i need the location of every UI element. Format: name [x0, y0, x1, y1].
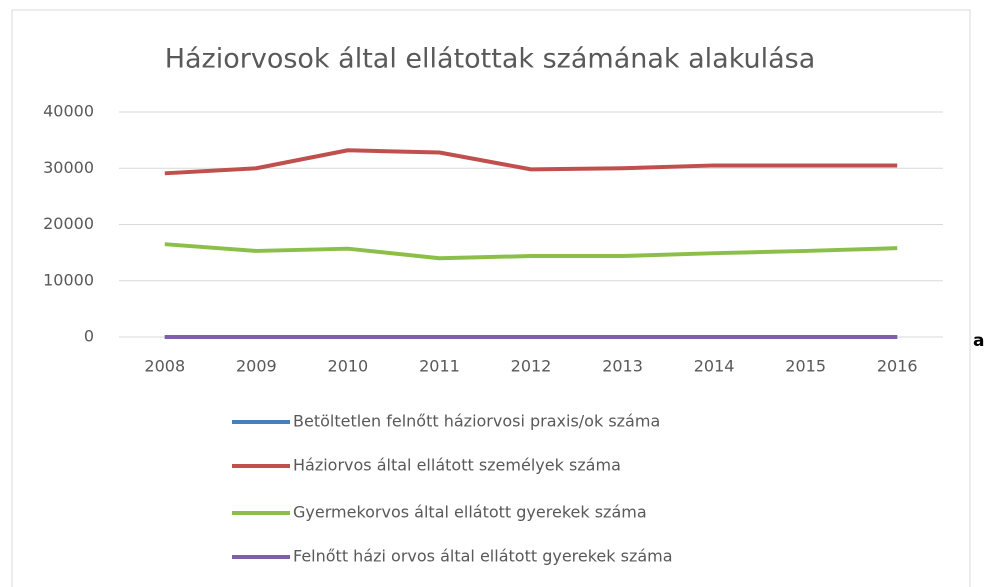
x-tick-label: 2009 — [236, 357, 277, 376]
chart-border — [11, 9, 971, 587]
legend-label: Betöltetlen felnőtt háziorvosi praxis/ok… — [293, 412, 660, 431]
legend-label: Gyermekorvos által ellátott gyerekek szá… — [293, 503, 647, 522]
y-tick-label: 20000 — [43, 214, 94, 233]
y-tick-label: 30000 — [43, 158, 94, 177]
x-tick-label: 2008 — [144, 357, 185, 376]
x-tick-label: 2013 — [602, 357, 643, 376]
series-line — [164, 242, 898, 261]
x-tick-label: 2016 — [877, 357, 918, 376]
x-tick-label: 2015 — [785, 357, 826, 376]
y-tick-label: 10000 — [43, 270, 94, 289]
x-tick-label: 2014 — [694, 357, 735, 376]
legend-label: Felnőtt házi orvos által ellátott gyerek… — [293, 547, 673, 566]
y-tick-label: 0 — [84, 327, 94, 346]
annotation: a — [973, 331, 984, 351]
legend-label: Háziorvos által ellátott személyek száma — [293, 456, 621, 475]
x-tick-label: 2012 — [511, 357, 552, 376]
chart-title: Háziorvosok által ellátottak számának al… — [165, 44, 816, 75]
y-tick-label: 40000 — [43, 102, 94, 121]
x-tick-label: 2011 — [419, 357, 460, 376]
x-tick-label: 2010 — [328, 357, 369, 376]
series-line — [164, 148, 898, 176]
